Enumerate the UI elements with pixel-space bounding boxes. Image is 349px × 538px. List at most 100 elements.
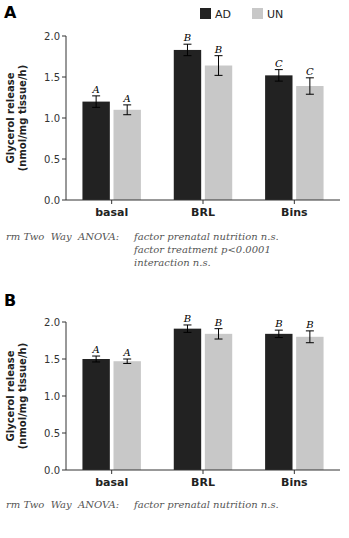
y-tick-label: 2.0: [44, 317, 60, 328]
letter-label: C: [306, 66, 314, 77]
x-tick-label: basal: [95, 476, 128, 489]
bar: [174, 329, 201, 470]
legend-item: AD: [200, 8, 231, 21]
legend-swatch: [200, 8, 211, 19]
bar: [265, 334, 292, 470]
bar: [113, 110, 140, 200]
error-bar: [275, 330, 283, 337]
bar-letters: ABCABC: [92, 32, 315, 104]
bar: [82, 102, 109, 200]
error-bar: [92, 356, 100, 362]
legend-label: AD: [215, 8, 231, 21]
error-bar: [183, 44, 191, 55]
error-cap: [183, 55, 191, 56]
x-tick-label: basal: [95, 206, 128, 219]
panel: B0.00.51.01.52.0Glycerol release(nmol/mg…: [4, 291, 340, 510]
y-tick: [62, 77, 66, 78]
error-stem: [218, 56, 219, 76]
letter-label: A: [123, 347, 131, 358]
letter-label: A: [92, 344, 100, 355]
letter-label: A: [123, 93, 131, 104]
y-tick: [62, 322, 66, 323]
annotation: factor prenatal nutrition n.s.: [133, 231, 279, 242]
error-stem: [127, 359, 128, 363]
y-axis-label: Glycerol release(nmol/mg tissue/h): [5, 343, 28, 449]
error-cap: [306, 94, 314, 95]
x-tick: [203, 200, 204, 204]
bar: [205, 66, 232, 200]
y-tick: [62, 36, 66, 37]
y-tick: [62, 200, 66, 201]
y-tick-label: 0.5: [44, 428, 60, 439]
error-cap: [123, 363, 131, 364]
x-tick-label: BRL: [191, 476, 215, 489]
error-bar: [275, 70, 283, 81]
error-bar: [123, 359, 131, 363]
y-tick-label: 1.0: [44, 113, 60, 124]
error-cap: [306, 77, 314, 78]
legend-swatch: [252, 8, 263, 19]
error-cap: [306, 330, 314, 331]
letter-label: B: [274, 318, 282, 329]
y-tick-label: 1.5: [44, 354, 60, 365]
letter-label: B: [183, 313, 191, 324]
y-tick: [62, 396, 66, 397]
bar: [205, 334, 232, 470]
error-cap: [123, 359, 131, 360]
bar: [113, 361, 140, 470]
letter-label: B: [214, 44, 222, 55]
y-tick: [62, 470, 66, 471]
error-stem: [96, 356, 97, 362]
y-tick: [62, 159, 66, 160]
x-tick: [294, 470, 295, 474]
error-cap: [92, 95, 100, 96]
error-cap: [92, 107, 100, 108]
bars: [82, 44, 323, 200]
x-tick: [111, 200, 112, 204]
error-stem: [187, 44, 188, 55]
annotation: factor treatment p<0.0001: [133, 244, 271, 255]
y-tick: [62, 433, 66, 434]
x-tick-label: Bins: [281, 206, 308, 219]
bar: [82, 359, 109, 470]
error-cap: [275, 69, 283, 70]
legend-item: UN: [252, 8, 283, 21]
y-tick-label: 0.0: [44, 465, 60, 476]
y-tick: [62, 118, 66, 119]
bar: [296, 337, 323, 470]
error-stem: [309, 331, 310, 343]
y-axis-label: Glycerol release(nmol/mg tissue/h): [5, 65, 28, 171]
error-cap: [183, 324, 191, 325]
error-stem: [96, 96, 97, 107]
error-stem: [278, 330, 279, 337]
error-cap: [275, 330, 283, 331]
y-axis: [66, 36, 67, 200]
error-cap: [215, 55, 223, 56]
x-tick: [294, 200, 295, 204]
error-cap: [92, 361, 100, 362]
annotation: factor prenatal nutrition n.s.: [133, 499, 279, 510]
error-stem: [278, 70, 279, 81]
error-cap: [215, 75, 223, 76]
panel-label: A: [4, 3, 17, 22]
error-cap: [306, 342, 314, 343]
bar: [296, 86, 323, 200]
bar-letters: A B B A B B: [92, 313, 314, 358]
x-tick-label: BRL: [191, 206, 215, 219]
annotation: interaction n.s.: [134, 257, 211, 268]
error-stem: [187, 325, 188, 332]
error-stem: [218, 329, 219, 339]
error-bar: [123, 105, 131, 115]
letter-label: B: [214, 317, 222, 328]
letter-label: B: [305, 319, 313, 330]
error-cap: [92, 356, 100, 357]
error-cap: [123, 114, 131, 115]
letter-label: A: [92, 84, 100, 95]
bar: [174, 50, 201, 200]
error-cap: [123, 104, 131, 105]
error-bar: [215, 329, 223, 339]
y-tick-label: 2.0: [44, 31, 60, 42]
y-tick-label: 0.0: [44, 195, 60, 206]
error-cap: [215, 339, 223, 340]
bar: [265, 75, 292, 200]
